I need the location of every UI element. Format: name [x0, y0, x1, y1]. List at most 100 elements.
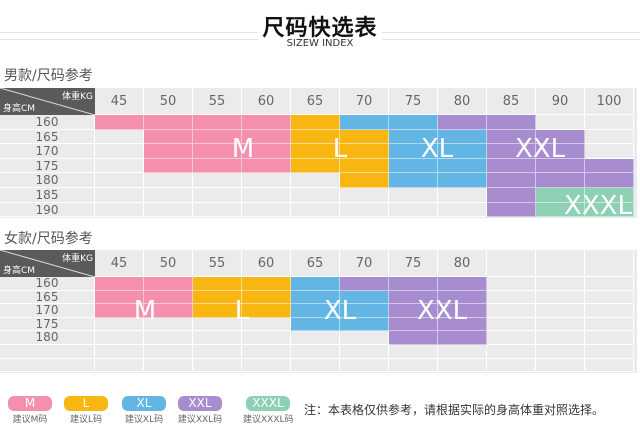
size-cell-xl [340, 304, 389, 318]
size-cell-xl [340, 317, 389, 332]
empty-cell [536, 317, 585, 332]
height-header: 185 [0, 188, 95, 203]
weight-header: 45 [95, 250, 144, 277]
weight-header: 90 [536, 88, 585, 115]
size-cell-m [193, 115, 242, 130]
empty-cell [242, 358, 291, 373]
size-cell-xxl [438, 331, 487, 345]
empty-cell [95, 144, 144, 159]
size-cell-xxl [389, 290, 438, 305]
size-cell-xl [438, 144, 487, 159]
empty-cell [340, 345, 389, 359]
empty-cell [585, 290, 634, 305]
empty-cell [193, 317, 242, 332]
weight-header: 60 [242, 88, 291, 115]
size-cell-xxl [487, 202, 536, 218]
weight-header: 55 [193, 88, 242, 115]
size-cell-m [242, 115, 291, 130]
women-size-table: 体重KG 身高CM 45 50 55 60 65 70 75 80 160 165 170 175 180 M… [0, 250, 637, 373]
empty-cell [585, 277, 634, 291]
empty-cell [340, 331, 389, 345]
empty-cell [585, 358, 634, 373]
size-cell-xl [389, 115, 438, 130]
page-title: 尺码快选表 [0, 10, 640, 42]
legend-item-xl: XL 建议XL码 [119, 396, 169, 425]
empty-cell [585, 317, 634, 332]
size-cell-l [193, 290, 242, 305]
empty-cell [585, 304, 634, 318]
height-header: 180 [0, 331, 95, 345]
size-cell-xxl [585, 173, 634, 188]
weight-header: 50 [144, 88, 193, 115]
size-cell-xxl [438, 304, 487, 318]
size-cell-xxl [585, 158, 634, 174]
empty-cell [389, 345, 438, 359]
height-header: 170 [0, 304, 95, 318]
size-cell-xxxl [585, 188, 634, 203]
size-cell-l [193, 304, 242, 318]
weight-header: 65 [291, 88, 340, 115]
size-cell-xxl [487, 144, 536, 159]
legend-caption: 建议XXL码 [177, 415, 223, 425]
empty-cell [95, 188, 144, 203]
legend-caption: 建议M码 [12, 415, 48, 425]
size-cell-m [242, 158, 291, 174]
size-cell-m [95, 290, 144, 305]
weight-header: 50 [144, 250, 193, 277]
size-cell-xl [389, 144, 438, 159]
size-note: 注：本表格仅供参考，请根据实际的身高体重对照选择。 [304, 403, 605, 417]
size-cell-l [340, 144, 389, 159]
weight-header [487, 250, 536, 277]
empty-cell [487, 304, 536, 318]
empty-cell [242, 317, 291, 332]
size-cell-l [291, 115, 340, 130]
empty-cell [95, 173, 144, 188]
size-cell-xxl [438, 277, 487, 291]
legend-item-m: M 建议M码 [5, 396, 55, 425]
size-cell-m [144, 129, 193, 145]
empty-cell [536, 290, 585, 305]
empty-cell [291, 173, 340, 188]
weight-header [585, 250, 634, 277]
empty-cell [95, 129, 144, 145]
legend-item-l: L 建议L码 [61, 396, 111, 425]
page-subtitle: SIZEW INDEX [286, 38, 354, 49]
empty-cell [291, 345, 340, 359]
empty-cell [242, 202, 291, 218]
empty-cell [193, 188, 242, 203]
empty-cell [193, 358, 242, 373]
diagonal-divider [0, 88, 95, 115]
empty-cell [291, 331, 340, 345]
size-cell-xxl [340, 277, 389, 291]
empty-cell [340, 202, 389, 218]
size-cell-xl [389, 173, 438, 188]
legend-swatch: XXL [178, 396, 222, 411]
empty-cell [389, 188, 438, 203]
empty-cell [487, 358, 536, 373]
empty-cell [536, 115, 585, 130]
empty-cell [193, 202, 242, 218]
size-cell-m [144, 144, 193, 159]
size-cell-m [193, 158, 242, 174]
size-cell-xl [389, 158, 438, 174]
size-cell-l [242, 290, 291, 305]
empty-cell [242, 188, 291, 203]
empty-cell [585, 115, 634, 130]
legend-item-xxxl: XXXL 建议XXXL码 [243, 396, 294, 425]
empty-cell [389, 202, 438, 218]
weight-header: 85 [487, 88, 536, 115]
empty-cell [536, 277, 585, 291]
empty-cell [340, 358, 389, 373]
men-size-table: 体重KG 身高CM 45 50 55 60 65 70 75 80 85 90 100 160 165 170… [0, 88, 637, 221]
height-header: 165 [0, 290, 95, 305]
empty-cell [487, 345, 536, 359]
empty-cell [291, 202, 340, 218]
empty-cell [95, 158, 144, 174]
empty-cell [193, 331, 242, 345]
size-cell-m [144, 290, 193, 305]
empty-cell [585, 129, 634, 145]
size-cell-l [193, 277, 242, 291]
empty-cell [242, 345, 291, 359]
height-header: 175 [0, 317, 95, 332]
size-cell-xl [340, 290, 389, 305]
